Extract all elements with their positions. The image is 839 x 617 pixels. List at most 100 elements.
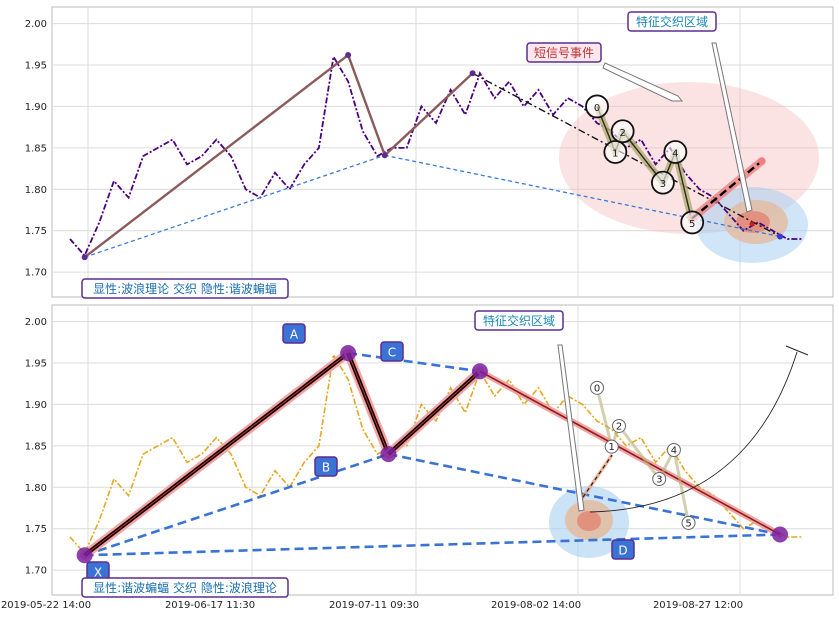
impulse-band xyxy=(595,387,690,524)
x-tick-label: 2019-05-22 14:00 xyxy=(1,600,91,611)
y-tick-label: 1.70 xyxy=(25,268,47,279)
wave-count-label: 4 xyxy=(671,446,677,457)
wave-count-marker xyxy=(603,140,628,164)
intersection-ring-inner xyxy=(577,511,601,531)
harmonic-dashed-leg xyxy=(84,533,781,557)
x-tick-label: 2019-06-17 11:30 xyxy=(165,600,255,611)
trend-dashdot-line xyxy=(472,72,781,238)
wave-count-marker xyxy=(610,119,635,144)
y-tick-label: 2.00 xyxy=(25,317,47,328)
harmonic-point-label: C xyxy=(388,346,396,360)
price-line xyxy=(69,352,802,556)
harmonic-point-label: B xyxy=(322,461,330,475)
wave-count-label: 1 xyxy=(608,442,614,453)
wave-count-label: 5 xyxy=(689,219,695,230)
wave-count-marker xyxy=(651,170,675,195)
harmonic-point-box xyxy=(282,323,306,344)
x-tick-label: 2019-08-27 12:00 xyxy=(653,600,743,611)
intersection-center-point xyxy=(749,221,755,227)
wave-segment xyxy=(347,54,386,156)
wave-count-label: 2 xyxy=(616,421,622,432)
harmonic-dashed-leg xyxy=(84,452,389,557)
harmonic-point-box xyxy=(380,341,404,362)
harmonic-point-box xyxy=(314,456,338,477)
wave-count-label: 0 xyxy=(594,103,600,114)
annotation-feature-zone: 特征交织区域 xyxy=(636,14,708,29)
wave-count-label: 0 xyxy=(594,383,600,394)
footer-label: 显性:波浪理论 交织 隐性:谐波蝙蝠 xyxy=(93,281,277,296)
x-axis: 2019-05-22 14:00 2019-06-17 11:30 2019-07-… xyxy=(1,600,743,611)
harmonic-point-marker xyxy=(772,526,789,543)
y-tick-label: 1.80 xyxy=(25,185,47,196)
annotation-arrow xyxy=(602,62,684,102)
projection-end-point xyxy=(777,233,784,240)
harmonic-leg xyxy=(479,370,781,536)
projection-bar-line xyxy=(691,160,763,220)
footer-label: 显性:谐波蝙蝠 交织 隐性:波浪理论 xyxy=(93,580,277,595)
wave-segment xyxy=(83,54,349,259)
footer-label-box xyxy=(81,278,289,299)
harmonic-leg-core xyxy=(347,352,389,455)
projection-bar-end xyxy=(758,157,766,165)
bottom-panel: 2.00 1.95 1.90 1.85 1.80 1.75 1.70 0 12 3 4 5 X A B C D 特… xyxy=(25,304,834,598)
plot-frame xyxy=(51,304,834,596)
wave-count-label: 3 xyxy=(660,179,666,190)
wave-count-marker xyxy=(612,418,626,433)
y-tick-label: 2.00 xyxy=(25,19,47,30)
annotation-arc xyxy=(589,351,798,513)
wave-pivot-point xyxy=(381,152,388,159)
annotation-box xyxy=(526,42,602,63)
wave-count-marker xyxy=(681,515,696,530)
y-tick-label: 1.95 xyxy=(25,61,47,72)
harmonic-point-label: D xyxy=(618,544,627,558)
wave-count-label: 2 xyxy=(619,128,625,139)
wave-pivot-point xyxy=(81,254,88,261)
wave-count-marker xyxy=(652,472,667,486)
wave-count-label: 1 xyxy=(612,149,618,160)
annotation-short-signal: 短信号事件 xyxy=(534,46,594,60)
harmonic-leg-core xyxy=(388,370,481,455)
y-tick-label: 1.75 xyxy=(25,524,47,535)
x-tick-label: 2019-07-11 09:30 xyxy=(329,600,419,611)
wave-count-marker xyxy=(663,140,688,164)
plot-frame xyxy=(51,6,834,298)
y-tick-label: 1.70 xyxy=(25,566,47,577)
annotation-box xyxy=(627,11,717,32)
harmonic-point-marker xyxy=(340,345,357,362)
y-tick-label: 1.90 xyxy=(25,400,47,411)
harmonic-leg-core xyxy=(84,352,349,556)
wave-count-label: 4 xyxy=(672,149,678,160)
harmonic-dashed-leg xyxy=(347,351,481,373)
annotation-arrow xyxy=(711,42,753,213)
wave-count-marker xyxy=(604,439,619,454)
wave-pivot-point xyxy=(345,52,352,59)
annotation-box xyxy=(474,310,564,331)
wave-pivot-point xyxy=(469,70,476,77)
harmonic-point-marker xyxy=(380,446,397,463)
projection-bar-line xyxy=(578,454,613,504)
y-tick-label: 1.95 xyxy=(25,359,47,370)
wave-count-marker xyxy=(590,380,605,395)
y-tick-label: 1.90 xyxy=(25,102,47,113)
wave-count-marker xyxy=(666,443,681,457)
y-tick-label: 1.75 xyxy=(25,226,47,237)
trend-dashed-line xyxy=(84,154,385,258)
wave-count-label: 5 xyxy=(685,518,691,529)
projection-dashed-line xyxy=(384,154,781,238)
y-tick-label: 1.85 xyxy=(25,143,47,154)
harmonic-point-label: A xyxy=(290,328,299,342)
y-tick-label: 1.85 xyxy=(25,441,47,452)
annotation-arrow xyxy=(557,344,585,512)
annotation-arc-cap xyxy=(785,345,809,356)
wave-count-label: 3 xyxy=(656,475,662,486)
y-tick-label: 1.80 xyxy=(25,483,47,494)
footer-label-box xyxy=(81,577,289,598)
x-tick-label: 2019-08-02 14:00 xyxy=(491,600,581,611)
harmonic-point-label: X xyxy=(94,566,102,580)
top-panel: 2.00 1.95 1.90 1.85 1.80 1.75 1.70 0 12 3 4 5 短信号事件 特… xyxy=(25,6,834,299)
wave-segment xyxy=(383,72,474,157)
harmonic-point-marker xyxy=(76,547,93,564)
harmonic-point-marker xyxy=(471,363,488,380)
